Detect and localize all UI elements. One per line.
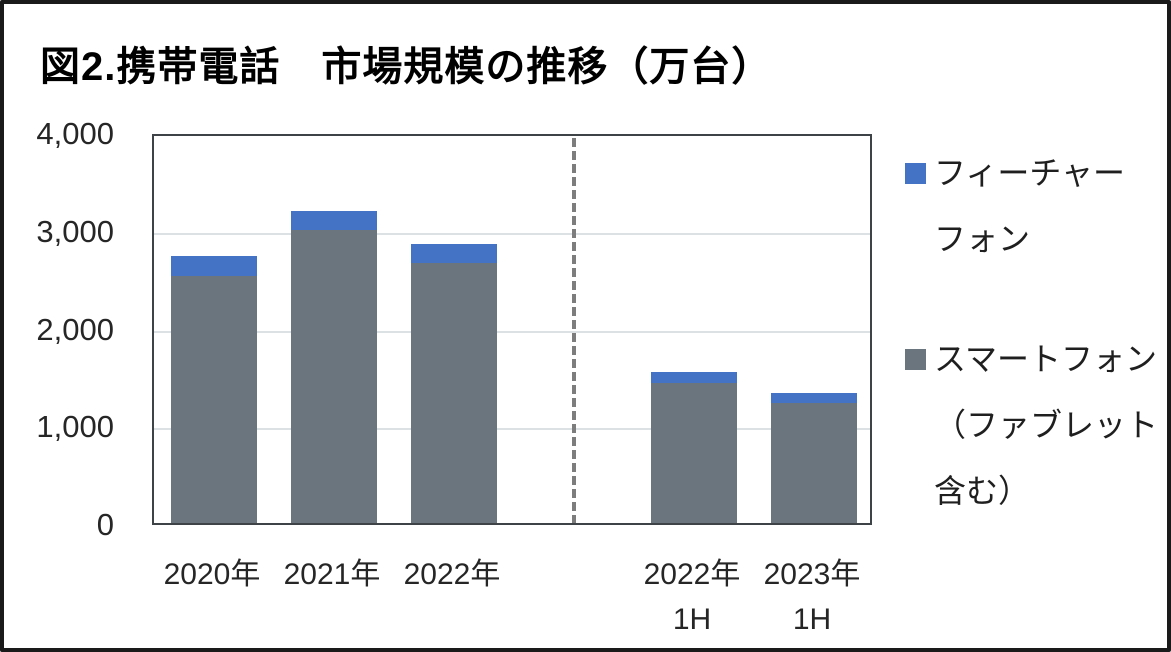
y-tick-label-0: 0 xyxy=(96,507,114,542)
x-category-label-2022年-1H: 2022年 1H xyxy=(643,558,741,636)
y-tick-label-1000: 1,000 xyxy=(36,409,114,445)
bar-segment xyxy=(411,263,497,523)
x-category-label-2022年: 2022年 xyxy=(403,558,501,591)
y-tick-label-4000: 4,000 xyxy=(36,116,114,151)
bar-segment xyxy=(291,229,377,523)
plot-area xyxy=(152,134,872,525)
y-tick-label-3000: 3,000 xyxy=(36,213,114,249)
bar-stack-2022年-1H xyxy=(651,371,737,523)
bar-segment xyxy=(171,275,257,523)
x-category-label-2023年-1H: 2023年 1H xyxy=(763,558,861,636)
bar-segment xyxy=(651,371,737,384)
bar-stack-2023年-1H xyxy=(771,393,857,523)
period-divider-dashed-line xyxy=(572,138,576,523)
x-category-label-2021年: 2021年 xyxy=(283,558,381,591)
y-tick-label-2000: 2,000 xyxy=(36,311,114,347)
bar-segment xyxy=(411,244,497,263)
bar-segment xyxy=(291,211,377,230)
bar-segment xyxy=(651,383,737,523)
legend-swatch-icon xyxy=(905,163,926,184)
x-category-label-2020年: 2020年 xyxy=(163,558,261,591)
gridline-1000 xyxy=(154,428,870,431)
chart-title: 図2.携帯電話 市場規模の推移（万台） xyxy=(40,45,773,89)
gridline-2000 xyxy=(154,330,870,333)
bar-stack-2022年 xyxy=(411,244,497,523)
bar-segment xyxy=(771,402,857,523)
legend-label: スマートフォン （ファブレット 含む） xyxy=(934,341,1159,509)
bar-segment xyxy=(171,256,257,276)
bar-segment xyxy=(771,393,857,403)
legend-label: フィーチャー フォン xyxy=(934,155,1126,257)
legend-swatch-icon xyxy=(905,349,926,370)
bar-stack-2021年 xyxy=(291,211,377,523)
gridline-3000 xyxy=(154,232,870,235)
bar-stack-2020年 xyxy=(171,256,257,523)
